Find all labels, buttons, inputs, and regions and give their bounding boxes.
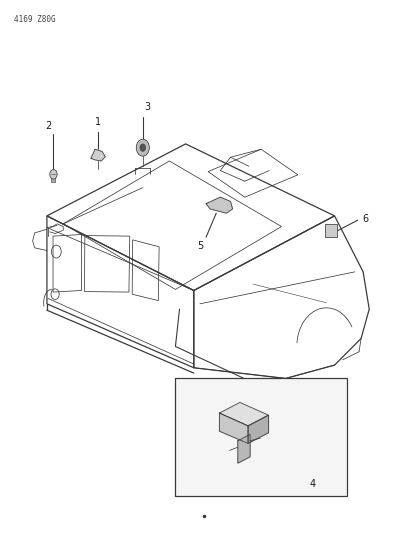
- Bar: [175, 378, 347, 496]
- Text: 1: 1: [95, 117, 102, 127]
- Bar: [51, 174, 55, 182]
- Circle shape: [136, 139, 149, 156]
- Text: 2: 2: [45, 120, 52, 131]
- Text: 6: 6: [362, 214, 368, 224]
- Polygon shape: [238, 434, 250, 463]
- Polygon shape: [248, 415, 268, 443]
- Text: 4: 4: [309, 479, 316, 489]
- Polygon shape: [220, 402, 268, 426]
- Text: 4169 Z80G: 4169 Z80G: [14, 15, 56, 24]
- Polygon shape: [91, 149, 105, 161]
- Circle shape: [50, 169, 57, 179]
- Text: 5: 5: [197, 241, 203, 252]
- Polygon shape: [220, 413, 248, 443]
- Text: 3: 3: [144, 102, 150, 112]
- Circle shape: [140, 144, 146, 151]
- Polygon shape: [206, 197, 233, 213]
- Bar: [325, 224, 337, 237]
